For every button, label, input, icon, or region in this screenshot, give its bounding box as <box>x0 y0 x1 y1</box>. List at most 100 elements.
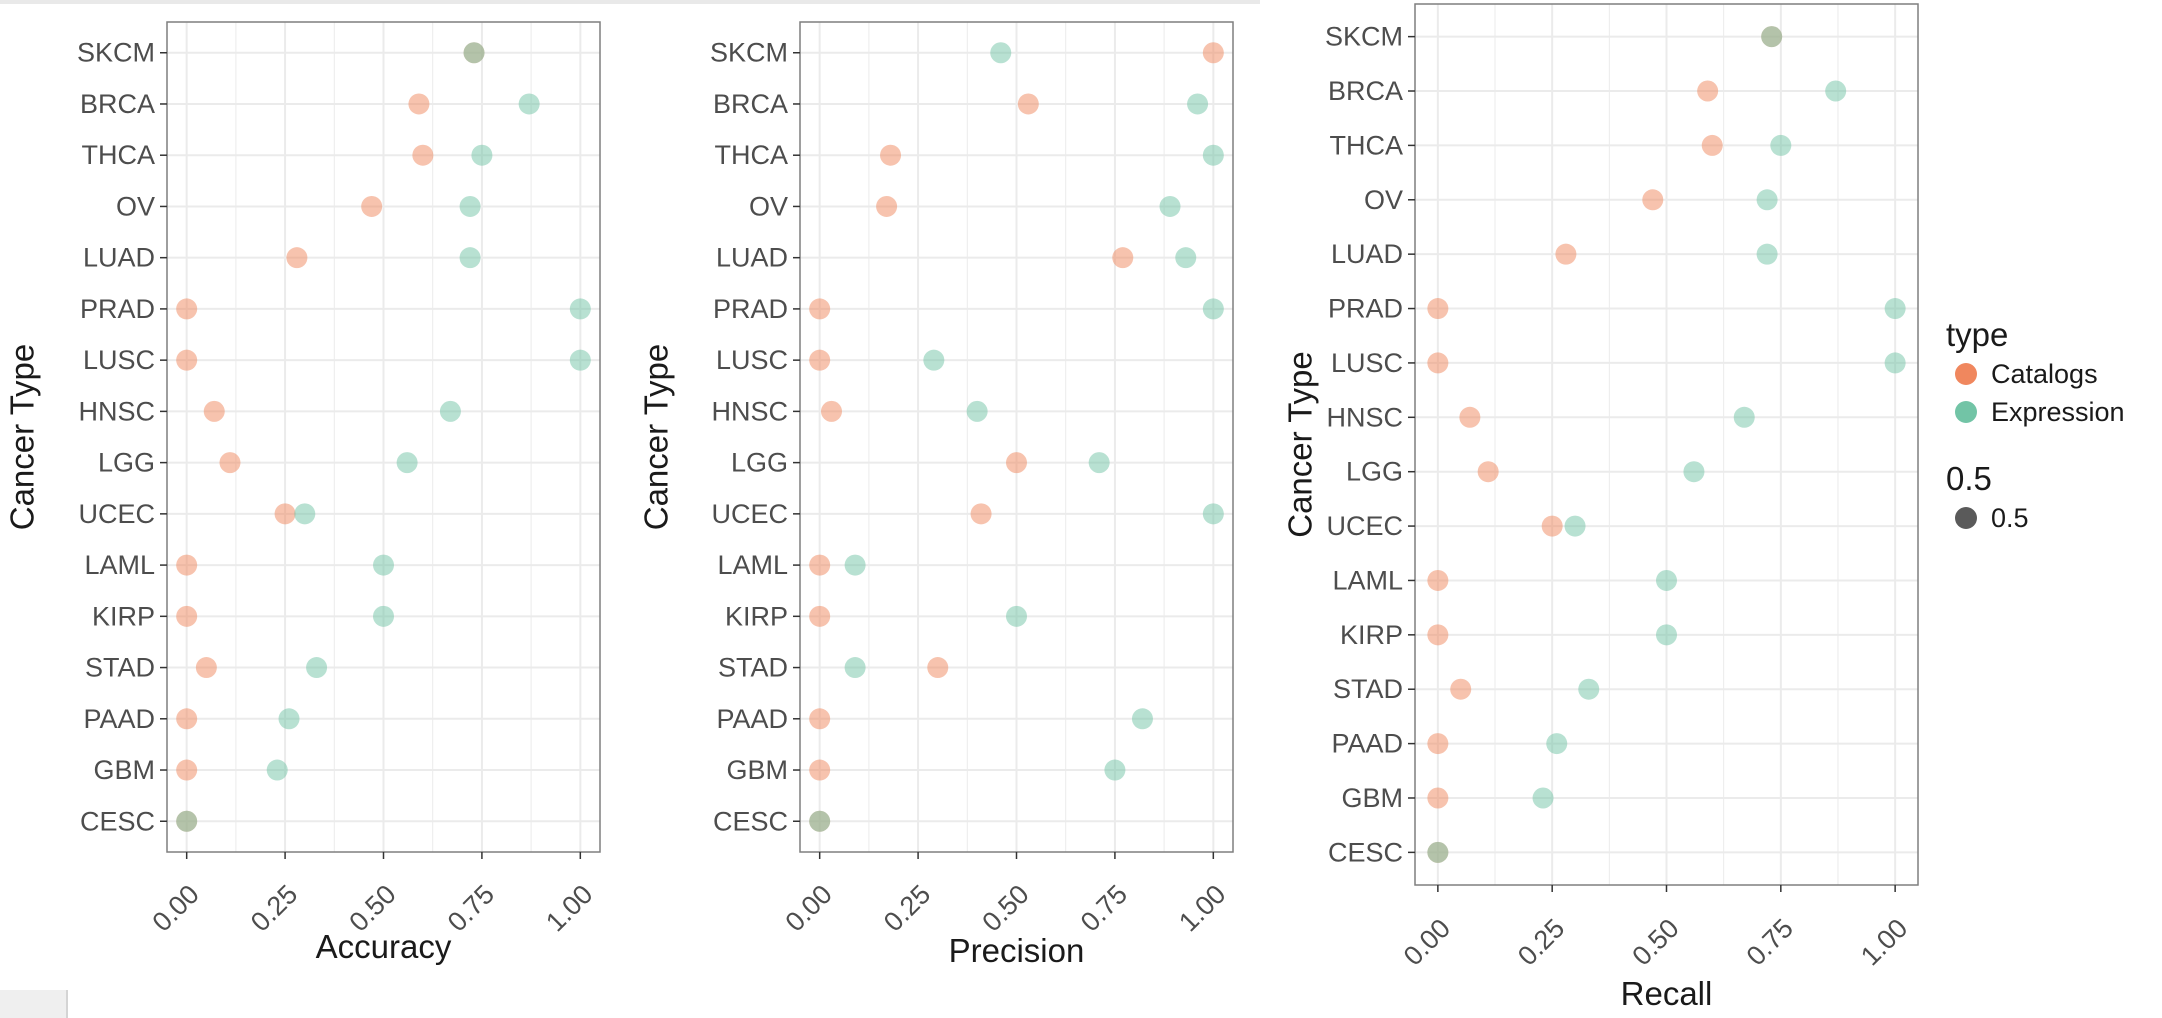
point-catalogs <box>1112 247 1134 269</box>
y-tick-label: LAML <box>1332 565 1403 595</box>
point-expression <box>1202 298 1224 320</box>
legend-key-expression <box>1955 401 1977 423</box>
y-tick-label: HNSC <box>1326 402 1403 432</box>
x-tick-label: 0.50 <box>976 879 1034 937</box>
point-catalogs <box>286 247 308 269</box>
point-expression <box>439 400 461 422</box>
point-catalogs <box>176 298 198 320</box>
x-axis-title: Accuracy <box>316 928 452 965</box>
corner-widget <box>0 990 66 1018</box>
legend-key-size <box>1955 507 1977 529</box>
point-catalogs <box>408 93 430 115</box>
x-tick-label: 0.25 <box>245 879 303 937</box>
y-tick-label: KIRP <box>725 601 788 631</box>
panel-precision: SKCM BRCA THCA OV LUAD PRAD LUSC HNSC LGG UCEC LAM… <box>638 21 1234 969</box>
x-tick-label: 0.25 <box>1512 913 1570 971</box>
y-tick-label: OV <box>749 191 788 221</box>
point-expression <box>471 144 493 166</box>
point-expression <box>1656 624 1677 646</box>
point-expression <box>1131 708 1153 730</box>
y-axis-title: Cancer Type <box>1282 351 1319 538</box>
y-tick-label: LUSC <box>716 345 788 375</box>
y-tick-label: PAAD <box>83 704 155 734</box>
point-expression <box>373 554 394 576</box>
x-tick-label: 0.50 <box>1626 913 1684 971</box>
point-expression <box>1770 134 1792 156</box>
legend-item-catalogs: Catalogs <box>1946 355 2156 393</box>
y-tick-label: HNSC <box>78 396 155 426</box>
point-catalogs <box>203 400 225 422</box>
point-catalogs <box>219 452 241 474</box>
x-axis-title: Recall <box>1621 975 1713 1012</box>
legend-item-expression: Expression <box>1946 393 2156 431</box>
x-axis-title: Precision <box>949 932 1085 969</box>
legend-label-expression: Expression <box>1991 396 2125 427</box>
point-expression <box>1884 298 1906 320</box>
y-tick-label: UCEC <box>1326 511 1403 541</box>
y-tick-label: CESC <box>713 806 788 836</box>
y-tick-label: PRAD <box>80 294 155 324</box>
y-tick-label: PAAD <box>716 704 788 734</box>
point-expression <box>1733 406 1755 428</box>
y-tick-label: SKCM <box>77 38 155 68</box>
point-catalogs <box>176 708 198 730</box>
corner-widget-edge <box>66 990 68 1018</box>
y-tick-label: THCA <box>82 140 156 170</box>
point-catalogs <box>1459 406 1481 428</box>
legend-item-size: 0.5 <box>1946 499 2156 537</box>
point-expression <box>990 42 1012 64</box>
point-expression <box>1202 144 1224 166</box>
point-catalogs <box>876 195 898 217</box>
point-catalogs <box>809 605 831 627</box>
x-tick-label: 1.00 <box>1855 913 1913 971</box>
point-expression <box>844 554 866 576</box>
point-catalogs <box>1555 243 1577 265</box>
point-catalogs <box>1642 189 1664 211</box>
point-expression <box>459 247 481 269</box>
point-expression <box>1761 26 1783 48</box>
point-expression <box>1683 461 1705 483</box>
y-tick-label: LGG <box>98 448 155 478</box>
point-expression <box>1427 841 1449 863</box>
y-tick-label: KIRP <box>92 601 155 631</box>
point-expression <box>1578 678 1600 700</box>
point-expression <box>1756 243 1778 265</box>
point-catalogs <box>1701 134 1723 156</box>
point-catalogs <box>1202 42 1224 64</box>
y-tick-label: GBM <box>1341 783 1403 813</box>
point-expression <box>1825 80 1847 102</box>
point-catalogs <box>176 349 198 371</box>
point-catalogs <box>1017 93 1039 115</box>
point-expression <box>278 708 300 730</box>
legend-key-catalogs <box>1955 363 1977 385</box>
point-catalogs <box>970 503 992 525</box>
point-expression <box>518 93 540 115</box>
point-expression <box>809 810 831 832</box>
point-catalogs <box>820 400 842 422</box>
y-tick-label: OV <box>1364 185 1403 215</box>
y-tick-label: LGG <box>1346 457 1403 487</box>
y-axis-title: Cancer Type <box>4 344 41 531</box>
point-expression <box>294 503 316 525</box>
x-tick-label: 0.75 <box>1075 879 1133 937</box>
point-catalogs <box>880 144 902 166</box>
point-expression <box>459 195 481 217</box>
point-catalogs <box>176 605 198 627</box>
y-tick-label: BRCA <box>713 89 788 119</box>
y-tick-label: UCEC <box>78 499 155 529</box>
point-expression <box>923 349 945 371</box>
point-expression <box>1656 569 1677 591</box>
y-tick-label: STAD <box>1333 674 1403 704</box>
point-expression <box>1006 605 1027 627</box>
point-expression <box>1104 759 1126 781</box>
point-expression <box>1884 352 1906 374</box>
point-catalogs <box>176 554 198 576</box>
y-tick-label: PAAD <box>1331 729 1403 759</box>
point-expression <box>176 810 198 832</box>
y-tick-label: LGG <box>731 448 788 478</box>
top-divider <box>0 0 1260 4</box>
x-tick-label: 0.75 <box>1741 913 1799 971</box>
point-catalogs <box>195 657 217 679</box>
x-tick-label: 1.00 <box>540 879 598 937</box>
